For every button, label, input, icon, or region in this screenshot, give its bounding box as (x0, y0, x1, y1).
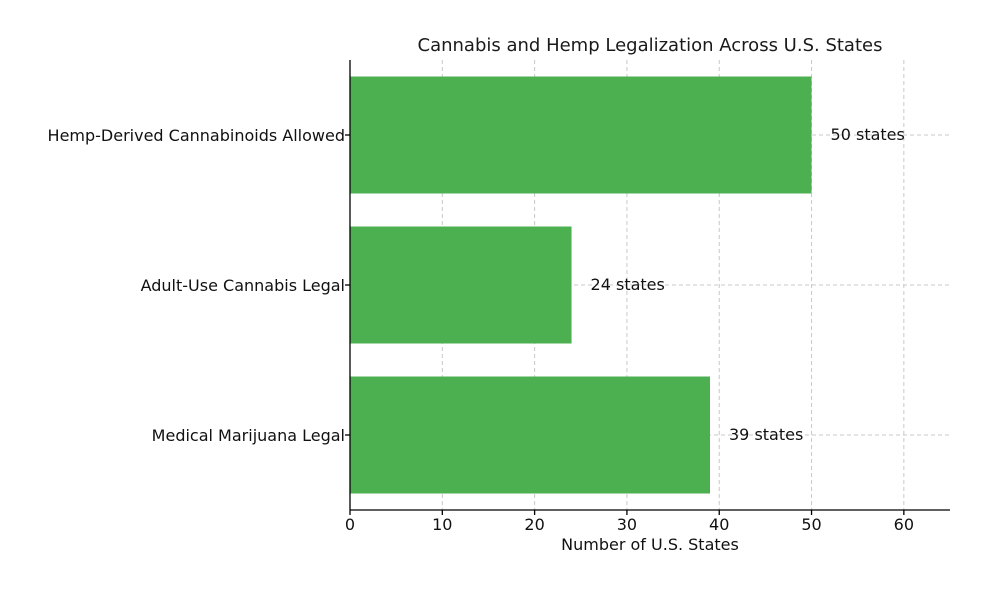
bars (350, 76, 812, 494)
bar (350, 226, 572, 344)
bar (350, 76, 812, 194)
x-axis-label: Number of U.S. States (561, 535, 739, 554)
x-tick-label: 30 (617, 515, 637, 534)
value-labels: 50 states 24 states 39 states (591, 125, 905, 444)
x-tick-label: 60 (894, 515, 914, 534)
bar-value-label: 50 states (831, 125, 905, 144)
x-tick-label: 50 (801, 515, 821, 534)
bar-value-label: 24 states (591, 275, 665, 294)
bar (350, 376, 710, 494)
x-tick-label: 40 (709, 515, 729, 534)
x-ticks: 0 10 20 30 40 50 60 (345, 134, 914, 534)
category-labels: Hemp-Derived Cannabinoids Allowed Adult-U… (48, 126, 345, 445)
chart-title: Cannabis and Hemp Legalization Across U.… (418, 35, 883, 56)
category-label: Medical Marijuana Legal (152, 426, 345, 445)
x-tick-label: 0 (345, 515, 355, 534)
category-label: Hemp-Derived Cannabinoids Allowed (48, 126, 345, 145)
x-tick-label: 20 (524, 515, 544, 534)
category-label: Adult-Use Cannabis Legal (141, 276, 345, 295)
x-tick-label: 10 (432, 515, 452, 534)
bar-value-label: 39 states (729, 425, 803, 444)
